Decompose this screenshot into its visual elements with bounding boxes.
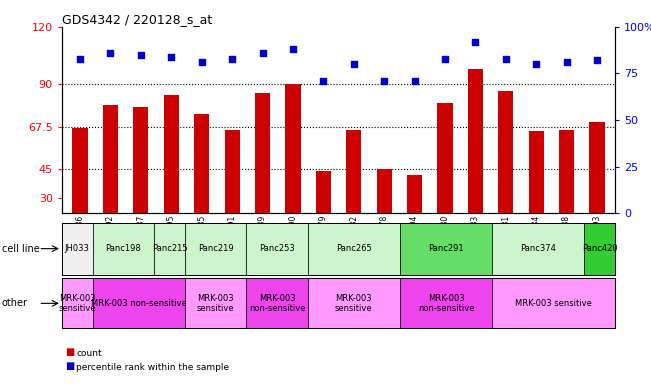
Text: JH033: JH033 [65, 244, 90, 253]
Point [166, 54, 176, 60]
Text: MRK-003 sensitive: MRK-003 sensitive [516, 299, 592, 308]
Text: Panc198: Panc198 [105, 244, 141, 253]
Text: Panc291: Panc291 [428, 244, 464, 253]
Text: percentile rank within the sample: percentile rank within the sample [76, 363, 229, 372]
Bar [225, 129, 240, 255]
Bar [589, 122, 605, 255]
Bar [163, 95, 179, 255]
Point [197, 59, 207, 65]
Point [470, 39, 480, 45]
Bar [467, 69, 483, 255]
Text: MRK-003
sensitive: MRK-003 sensitive [59, 294, 96, 313]
Bar [376, 169, 392, 255]
Bar [133, 107, 148, 255]
Point [379, 78, 389, 84]
Bar [316, 171, 331, 255]
Point [409, 78, 420, 84]
Text: GDS4342 / 220128_s_at: GDS4342 / 220128_s_at [62, 13, 212, 26]
Point [288, 46, 298, 52]
Text: Panc219: Panc219 [198, 244, 233, 253]
Text: MRK-003
sensitive: MRK-003 sensitive [197, 294, 234, 313]
Point [439, 55, 450, 61]
Point [105, 50, 116, 56]
Bar [255, 93, 270, 255]
Text: MRK-003 non-sensitive: MRK-003 non-sensitive [91, 299, 187, 308]
Bar [103, 105, 118, 255]
Text: Panc215: Panc215 [152, 244, 187, 253]
Point [318, 78, 329, 84]
Point [227, 55, 238, 61]
Bar [559, 129, 574, 255]
Point [135, 52, 146, 58]
Text: Panc253: Panc253 [259, 244, 295, 253]
Bar [346, 129, 361, 255]
Bar [194, 114, 210, 255]
Point [348, 61, 359, 67]
Bar [437, 103, 452, 255]
Bar [285, 84, 301, 255]
Bar [498, 91, 514, 255]
Point [531, 61, 542, 67]
Text: ■: ■ [65, 347, 74, 357]
Text: Panc374: Panc374 [520, 244, 556, 253]
Text: MRK-003
non-sensitive: MRK-003 non-sensitive [249, 294, 305, 313]
Bar [407, 175, 422, 255]
Text: MRK-003
non-sensitive: MRK-003 non-sensitive [418, 294, 475, 313]
Text: ■: ■ [65, 361, 74, 371]
Text: cell line: cell line [2, 243, 40, 254]
Bar [72, 127, 88, 255]
Point [561, 59, 572, 65]
Text: count: count [76, 349, 102, 358]
Point [592, 57, 602, 63]
Text: other: other [2, 298, 28, 308]
Point [501, 55, 511, 61]
Point [257, 50, 268, 56]
Text: MRK-003
sensitive: MRK-003 sensitive [335, 294, 373, 313]
Bar [529, 131, 544, 255]
Text: Panc265: Panc265 [336, 244, 372, 253]
Text: Panc420: Panc420 [582, 244, 618, 253]
Point [75, 55, 85, 61]
